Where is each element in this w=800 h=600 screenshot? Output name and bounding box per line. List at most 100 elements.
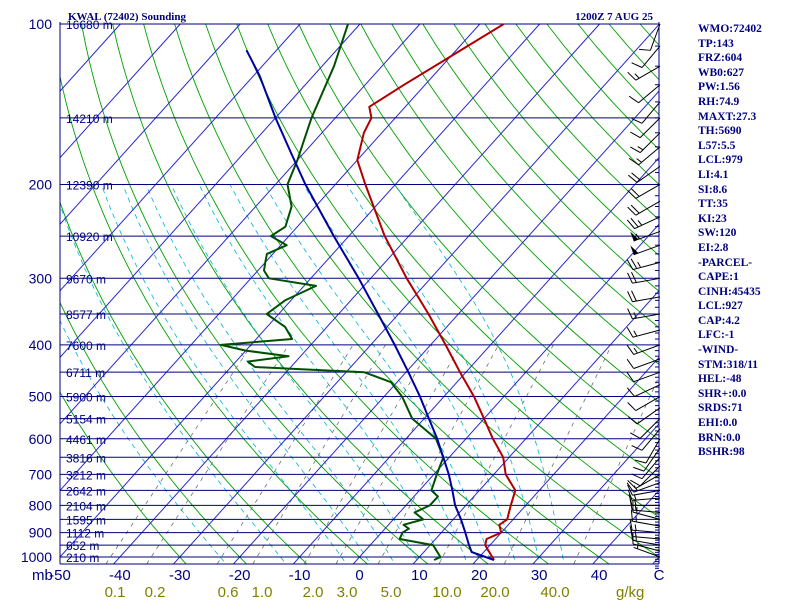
dry-adiabat (795, 24, 800, 568)
mixing-ratio-line (335, 344, 462, 564)
parameter-item: WB0:627 (698, 66, 744, 79)
sounding-time: 1200Z 7 AUG 25 (575, 11, 653, 23)
wind-barb-staff (638, 146, 661, 166)
wind-barb-half-feather (635, 233, 640, 240)
wind-barb-staff (635, 65, 661, 81)
isotherm (592, 489, 659, 564)
height-label: 1112 m (66, 527, 104, 541)
wind-barb-staff (636, 407, 661, 425)
wind-barb-half-feather (634, 73, 640, 79)
wind-barb-staff (645, 438, 661, 464)
parameter-item: SI:8.6 (698, 183, 728, 196)
wind-barb-feather (626, 358, 635, 369)
wind-barb-feather (639, 48, 651, 51)
wind-barb-flag (630, 245, 639, 255)
parameter-item: SRDS:71 (698, 402, 743, 415)
wind-barb-staff (641, 101, 661, 124)
pressure-label: 100 (29, 16, 53, 32)
parameter-item: FRZ:604 (698, 52, 743, 65)
mixing-ratio-tick-label: 10.0 (432, 584, 461, 600)
height-label: 2104 m (66, 499, 106, 513)
wind-barb-half-feather (633, 312, 637, 319)
moist-adiabat (100, 184, 347, 564)
height-label: 5900 m (66, 391, 106, 405)
parameter-item: TP:143 (698, 37, 734, 50)
wind-barb-feather (634, 459, 647, 464)
moist-adiabat (346, 184, 541, 564)
wind-barb-feather (631, 290, 637, 302)
isotherm (112, 23, 600, 564)
moist-adiabat (60, 203, 287, 564)
wind-barb-feather (626, 387, 636, 397)
mixing-ratio-line (146, 344, 290, 564)
wind-barb-staff (639, 117, 661, 139)
wind-barb-feather (627, 272, 633, 284)
isotherm (60, 23, 61, 26)
height-label: 5154 m (66, 413, 106, 427)
temperature-tick-label: -20 (229, 567, 251, 584)
temperature-tick-label: -30 (169, 567, 191, 584)
dry-adiabat (205, 23, 659, 558)
wind-barb-half-feather (634, 530, 637, 537)
wind-barb-staff (639, 132, 661, 153)
height-label: 7600 m (66, 339, 106, 353)
wind-barb-staff (632, 489, 661, 496)
dry-adiabat (391, 23, 659, 329)
height-label: 10920 m (66, 230, 113, 244)
isotherm (172, 23, 659, 564)
parameter-item: KI:23 (698, 212, 727, 225)
wind-barb-staff (632, 497, 661, 501)
height-label: 12390 m (66, 178, 113, 192)
x-axis-unit-label: C (654, 567, 665, 584)
parameter-item: HEL:-48 (698, 373, 742, 386)
wind-barb-half-feather (633, 330, 638, 337)
mixing-ratio-tick-label: 0.1 (105, 584, 126, 600)
parameter-item: SW:120 (698, 227, 737, 240)
wind-barb-feather (629, 525, 633, 537)
height-label: 9670 m (66, 272, 106, 286)
parameter-item: -WIND- (698, 344, 739, 357)
moist-adiabat (198, 184, 444, 564)
wind-barb-feather (631, 445, 643, 451)
wind-barb-feather (631, 271, 637, 283)
mixing-ratio-line (377, 344, 499, 564)
wind-barb-half-feather (634, 524, 637, 531)
wind-barb-staff (633, 371, 661, 383)
height-label: 652 m (66, 539, 99, 553)
wind-barb-feather (628, 494, 633, 506)
wind-barb-feather (626, 219, 636, 229)
wind-barb-staff (643, 447, 661, 472)
parameter-item: WMO:72402 (698, 23, 762, 35)
dry-adiabat (60, 391, 187, 564)
wind-barb-staff (632, 329, 661, 338)
parameter-item: LFC:-1 (698, 329, 735, 342)
wind-barb-staff (641, 428, 661, 451)
dry-adiabat (174, 23, 610, 564)
wind-barb-feather (626, 344, 635, 355)
wind-barb-feather (626, 327, 634, 338)
wind-barb-staff (632, 313, 661, 320)
wind-barb-staff (632, 261, 661, 271)
isotherm (60, 23, 301, 292)
pressure-label: 400 (29, 337, 53, 353)
mixing-ratio-tick-label: 40.0 (540, 584, 569, 600)
wind-barb-feather (627, 190, 637, 199)
wind-barb-feather (626, 372, 635, 383)
moist-adiabat (302, 184, 517, 564)
wind-barb-staff (639, 418, 661, 439)
wind-barb-staff (635, 200, 661, 216)
isotherm (532, 423, 659, 564)
mixing-ratio-line (105, 344, 252, 564)
isotherm (412, 290, 659, 564)
mixing-ratio-line (216, 344, 354, 564)
parameter-item: STM:318/11 (698, 358, 759, 371)
temperature-tick-label: -50 (49, 567, 71, 584)
wind-barb-half-feather (637, 261, 642, 268)
wind-barb-feather (633, 466, 645, 472)
dry-adiabat (298, 23, 659, 441)
wind-barb-feather (627, 489, 633, 501)
wind-barb-staff (632, 520, 661, 527)
wind-barb-feather (627, 206, 637, 216)
parameter-item: CAP:4.2 (698, 314, 740, 327)
